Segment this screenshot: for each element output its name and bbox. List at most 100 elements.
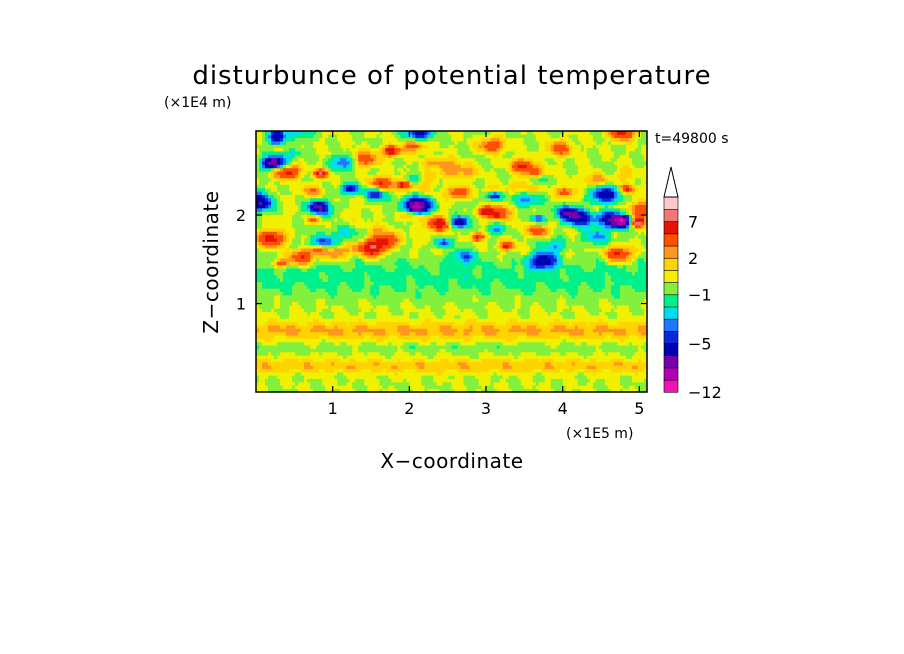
contour-cell (268, 274, 272, 279)
contour-cell (391, 355, 395, 359)
contour-cell (529, 355, 534, 359)
contour-cell (589, 331, 594, 336)
contour-cell (505, 385, 510, 390)
contour-cell (541, 378, 546, 383)
contour-cell (256, 341, 260, 346)
contour-cell (634, 348, 639, 353)
contour-cell (601, 321, 606, 326)
contour-cell (502, 271, 507, 276)
contour-cell (475, 378, 479, 383)
contour-cell (514, 281, 519, 286)
contour-cell (361, 355, 365, 359)
contour-cell (400, 371, 404, 376)
contour-cell (313, 385, 317, 390)
contour-cell (262, 368, 266, 373)
contour-cell (619, 311, 624, 316)
contour-cell (334, 264, 338, 269)
contour-cell (514, 361, 519, 366)
contour-cell (256, 284, 260, 289)
contour-cell (532, 315, 537, 319)
contour-cell (304, 321, 308, 326)
contour-cell (484, 264, 488, 269)
contour-cell (511, 291, 516, 296)
contour-cell (454, 328, 458, 333)
contour-cell (451, 335, 455, 339)
contour-cell (541, 355, 546, 359)
contour-cell (340, 274, 344, 279)
contour-cell (493, 264, 498, 269)
contour-cell (370, 298, 374, 303)
contour-cell (484, 328, 488, 333)
contour-cell (289, 305, 293, 309)
contour-cell (601, 331, 606, 336)
contour-cell (361, 351, 365, 356)
contour-cell (487, 298, 491, 303)
contour-cell (583, 348, 588, 353)
contour-cell (451, 325, 455, 329)
contour-cell (406, 338, 410, 343)
contour-cell (586, 331, 591, 336)
contour-cell (343, 385, 347, 390)
contour-cell (295, 268, 299, 272)
contour-cell (490, 281, 495, 286)
contour-cell (286, 351, 290, 356)
contour-cell (292, 348, 296, 353)
contour-cell (301, 365, 305, 369)
contour-cell (505, 388, 510, 392)
contour-cell (388, 318, 392, 323)
contour-cell (256, 278, 260, 282)
contour-cell (553, 375, 558, 380)
contour-cell (526, 294, 531, 299)
contour-cell (406, 311, 410, 316)
contour-cell (322, 325, 326, 329)
contour-cell (361, 321, 365, 326)
contour-cell (376, 368, 380, 373)
contour-cell (292, 305, 296, 309)
contour-cell (292, 308, 296, 313)
contour-cell (511, 345, 516, 349)
contour-cell (340, 281, 344, 286)
contour-cell (475, 325, 479, 329)
contour-cell (361, 368, 365, 373)
contour-cell (544, 291, 549, 296)
contour-cell (433, 371, 437, 376)
contour-cell (559, 388, 564, 392)
contour-cell (271, 294, 275, 299)
contour-cell (343, 294, 347, 299)
contour-cell (349, 321, 353, 326)
contour-cell (526, 308, 531, 313)
contour-cell (520, 264, 525, 269)
contour-cell (385, 381, 389, 386)
contour-cell (403, 264, 407, 269)
contour-cell (277, 271, 281, 276)
contour-cell (397, 278, 401, 282)
contour-cell (283, 315, 287, 319)
contour-cell (475, 368, 479, 373)
contour-cell (535, 358, 540, 363)
contour-cell (622, 371, 627, 376)
contour-cell (493, 361, 498, 366)
contour-cell (487, 335, 491, 339)
contour-cell (310, 385, 314, 390)
contour-cell (580, 305, 585, 309)
contour-cell (421, 355, 425, 359)
contour-cell (463, 368, 467, 373)
contour-cell (493, 335, 498, 339)
contour-cell (577, 294, 582, 299)
contour-cell (379, 348, 383, 353)
contour-cell (358, 348, 362, 353)
contour-cell (475, 348, 479, 353)
contour-cell (265, 301, 269, 306)
contour-cell (448, 368, 452, 373)
contour-cell (298, 381, 302, 386)
contour-cell (283, 274, 287, 279)
contour-cell (451, 361, 455, 366)
contour-cell (400, 298, 404, 303)
contour-cell (541, 274, 546, 279)
contour-cell (550, 311, 555, 316)
contour-cell (346, 271, 350, 276)
contour-cell (568, 345, 573, 349)
contour-cell (445, 361, 449, 366)
contour-cell (520, 268, 525, 272)
contour-cell (289, 311, 293, 316)
